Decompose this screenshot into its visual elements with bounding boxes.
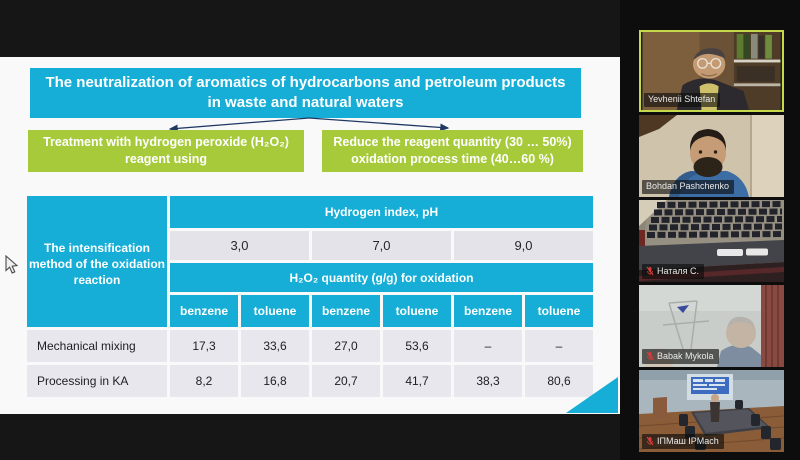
connector-arrows xyxy=(168,117,450,133)
participant-name: Bohdan Pashchenko xyxy=(646,181,730,191)
participant-video xyxy=(639,370,784,452)
table-row: Mechanical mixing 17,3 33,6 27,0 53,6 – … xyxy=(27,330,593,362)
participants-sidebar: Yevhenii Shtefan Bohdan Pashchenko xyxy=(620,0,800,460)
participant-name: Yevhenii Shtefan xyxy=(648,94,716,104)
participant-tile[interactable]: Babak Mykola xyxy=(639,285,784,367)
muted-mic-icon xyxy=(646,266,654,276)
analyte-header: benzene xyxy=(454,295,522,327)
slide-corner-decoration xyxy=(566,377,618,413)
table-cell: 20,7 xyxy=(312,365,380,397)
participant-video xyxy=(639,115,784,197)
table-cell: 17,3 xyxy=(170,330,238,362)
row-label: Mechanical mixing xyxy=(27,330,167,362)
analyte-header: benzene xyxy=(312,295,380,327)
participant-tile[interactable]: Bohdan Pashchenko xyxy=(639,115,784,197)
participant-name-label: Bohdan Pashchenko xyxy=(642,180,735,194)
table-cell: 53,6 xyxy=(383,330,451,362)
table-cell: 16,8 xyxy=(241,365,309,397)
slide-box-treatment: Treatment with hydrogen peroxide (H₂O₂) … xyxy=(28,130,304,172)
analyte-header: toluene xyxy=(525,295,593,327)
participant-tile[interactable]: ІПМаш IPMach xyxy=(639,370,784,452)
participant-name-label: Наталя С. xyxy=(642,264,704,279)
table-cell: 38,3 xyxy=(454,365,522,397)
participant-name: Наталя С. xyxy=(657,265,699,276)
analyte-header: toluene xyxy=(383,295,451,327)
ph-value: 7,0 xyxy=(312,231,451,260)
mouse-cursor xyxy=(5,255,18,274)
ph-value: 9,0 xyxy=(454,231,593,260)
participant-name-label: Yevhenii Shtefan xyxy=(644,93,721,107)
slide-box-reduce: Reduce the reagent quantity (30 … 50%) o… xyxy=(322,130,583,172)
table-cell: – xyxy=(454,330,522,362)
participant-name: Babak Mykola xyxy=(657,350,714,361)
ph-value: 3,0 xyxy=(170,231,309,260)
table-cell: 27,0 xyxy=(312,330,380,362)
slide-title: The neutralization of aromatics of hydro… xyxy=(30,68,581,118)
table-ph-header: Hydrogen index, pH xyxy=(170,196,593,228)
table-cell: 41,7 xyxy=(383,365,451,397)
muted-mic-icon xyxy=(646,436,654,446)
table-cell: 8,2 xyxy=(170,365,238,397)
participant-tile[interactable]: Наталя С. xyxy=(639,200,784,282)
table-cell: – xyxy=(525,330,593,362)
participant-tile[interactable]: Yevhenii Shtefan xyxy=(639,30,784,112)
results-table: The intensification method of the oxidat… xyxy=(24,193,596,400)
participant-name: ІПМаш IPMach xyxy=(657,435,719,446)
analyte-header: toluene xyxy=(241,295,309,327)
table-corner-header: The intensification method of the oxidat… xyxy=(27,196,167,327)
table-row: Processing in KA 8,2 16,8 20,7 41,7 38,3… xyxy=(27,365,593,397)
presentation-slide: The neutralization of aromatics of hydro… xyxy=(0,57,620,414)
participant-name-label: Babak Mykola xyxy=(642,349,719,364)
muted-mic-icon xyxy=(646,351,654,361)
table-cell: 33,6 xyxy=(241,330,309,362)
analyte-header: benzene xyxy=(170,295,238,327)
table-quantity-header: H₂O₂ quantity (g/g) for oxidation xyxy=(170,263,593,292)
participant-name-label: ІПМаш IPMach xyxy=(642,434,724,449)
row-label: Processing in KA xyxy=(27,365,167,397)
